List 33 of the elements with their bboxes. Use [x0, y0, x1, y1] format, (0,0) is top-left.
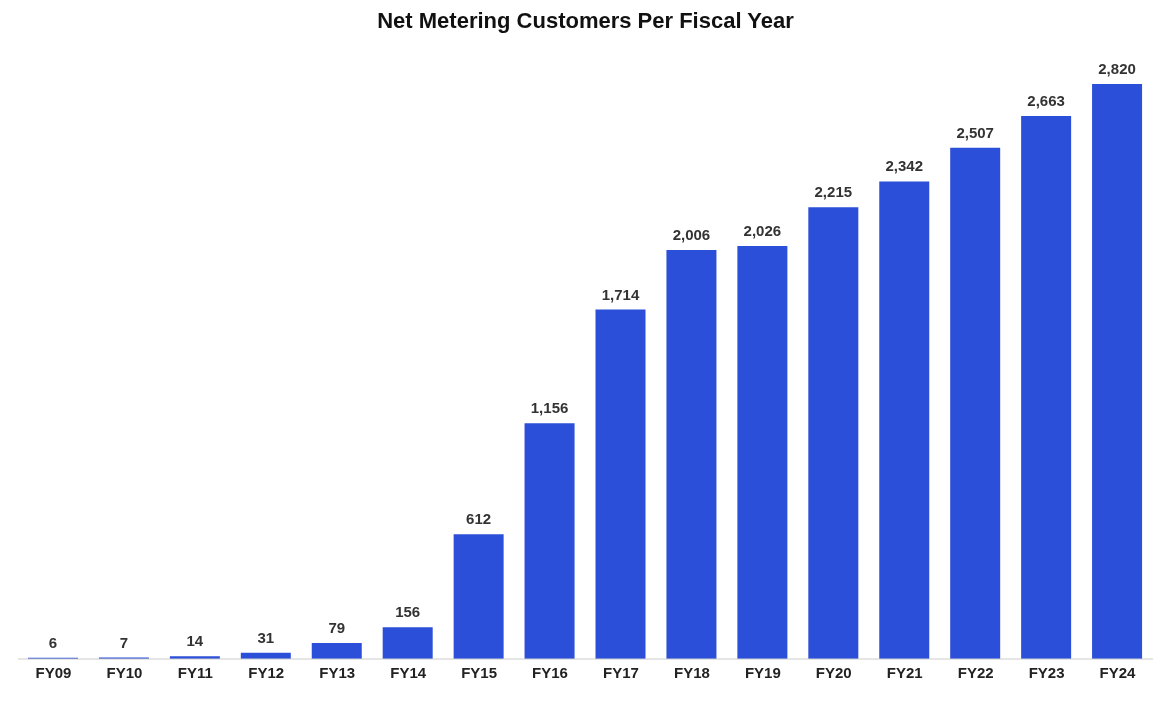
data-label: 7	[119, 633, 129, 651]
x-tick-label: FY16	[532, 663, 568, 681]
data-label: 612	[466, 510, 492, 528]
data-label: 2,507	[956, 123, 994, 141]
data-label: 1,156	[530, 399, 569, 417]
data-label: 2,663	[1027, 92, 1065, 110]
data-label: 156	[395, 603, 421, 621]
data-label: 1,714	[601, 285, 640, 303]
data-label: 2,026	[743, 221, 782, 239]
data-label: 2,006	[672, 225, 711, 243]
x-tick-label: FY20	[815, 663, 852, 681]
x-tick-label: FY18	[673, 663, 710, 681]
x-tick-label: FY23	[1028, 663, 1065, 681]
data-label: 2,215	[814, 183, 853, 201]
data-label: 2,342	[885, 157, 924, 175]
x-tick-label: FY24	[1099, 663, 1137, 681]
data-label: 2,820	[1098, 60, 1136, 77]
x-tick-label: FY17	[603, 663, 639, 681]
x-tick-label: FY10	[106, 663, 143, 681]
x-tick-label: FY14	[390, 663, 427, 681]
data-label: 14	[186, 632, 204, 650]
x-tick-label: FY12	[248, 663, 285, 681]
chart-title: Net Metering Customers Per Fiscal Year	[376, 8, 795, 34]
x-tick-label: FY15	[461, 663, 498, 681]
x-tick-label: FY11	[177, 663, 213, 681]
x-tick-label: FY13	[319, 663, 356, 681]
data-label: 31	[257, 628, 275, 646]
x-tick-label: FY09	[35, 663, 72, 681]
data-label: 79	[328, 618, 346, 636]
x-tick-label: FY21	[886, 663, 923, 681]
data-label: 6	[48, 633, 58, 651]
x-tick-label: FY19	[744, 663, 781, 681]
x-tick-label: FY22	[957, 663, 994, 681]
